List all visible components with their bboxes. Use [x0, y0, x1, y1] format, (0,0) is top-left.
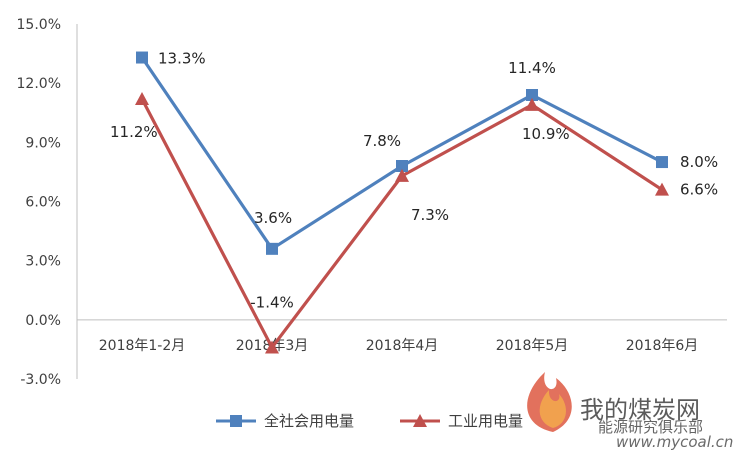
watermark-flame-logo [527, 372, 572, 432]
series-2-marker [655, 182, 669, 196]
series-line-2 [140, 98, 663, 350]
legend-label-series-2: 工业用电量 [448, 412, 523, 430]
axes [76, 24, 727, 379]
x-axis-ticks: 2018年1-2月2018年3月2018年4月2018年5月2018年6月 [99, 338, 699, 354]
legend-item-series-1: 全社会用电量 [216, 412, 354, 430]
data-label: 7.8% [363, 132, 401, 150]
series-1-marker [396, 160, 408, 172]
y-tick-label: 0.0% [25, 313, 61, 329]
data-label: 6.6% [680, 181, 718, 199]
data-label: 10.9% [522, 125, 570, 143]
data-label: -1.4% [250, 293, 294, 311]
watermark-subtitle: 能源研究俱乐部 [598, 418, 703, 436]
series-1-marker [266, 242, 278, 255]
series-2-marker [395, 168, 409, 182]
series-1-marker [656, 156, 668, 169]
series-markers [135, 51, 669, 354]
legend-item-series-2: 工业用电量 [400, 412, 523, 430]
y-tick-label: 9.0% [25, 135, 61, 151]
data-labels: 13.3% 3.6% 7.8% 11.4% 8.0% 11.2% -1.4% 7.3% 10.9… [110, 50, 718, 312]
series-1-marker [526, 89, 538, 101]
legend-label-series-1: 全社会用电量 [264, 412, 354, 430]
series-line-1 [140, 56, 663, 251]
series-2-marker [525, 97, 539, 111]
watermark-url: www.mycoal.cn [616, 433, 733, 451]
series-1-marker [136, 51, 148, 64]
y-tick-label: 6.0% [25, 195, 61, 211]
x-tick-label: 2018年1-2月 [99, 338, 186, 354]
data-label: 11.4% [508, 59, 556, 77]
x-tick-label: 2018年6月 [626, 338, 699, 354]
series-2-marker [135, 91, 149, 105]
y-tick-label: 12.0% [17, 76, 61, 92]
data-label: 3.6% [254, 209, 292, 227]
data-label: 11.2% [110, 123, 158, 141]
y-tick-label: -3.0% [20, 372, 61, 388]
x-tick-label: 2018年4月 [366, 338, 439, 354]
watermark-title: 我的煤炭网 [580, 396, 700, 424]
data-label: 8.0% [680, 153, 718, 171]
series-2-marker [265, 340, 279, 354]
x-tick-label: 2018年5月 [496, 338, 569, 354]
legend: 全社会用电量 工业用电量 [216, 412, 523, 430]
y-tick-label: 3.0% [25, 254, 61, 270]
series-lines [140, 56, 663, 350]
data-label: 7.3% [411, 206, 449, 224]
watermark: 我的煤炭网 能源研究俱乐部 www.mycoal.cn [527, 372, 733, 451]
y-axis-ticks: 15.0% 12.0% 9.0% 6.0% 3.0% 0.0% -3.0% [17, 17, 61, 388]
data-label: 13.3% [158, 50, 206, 68]
y-tick-label: 15.0% [17, 17, 61, 33]
